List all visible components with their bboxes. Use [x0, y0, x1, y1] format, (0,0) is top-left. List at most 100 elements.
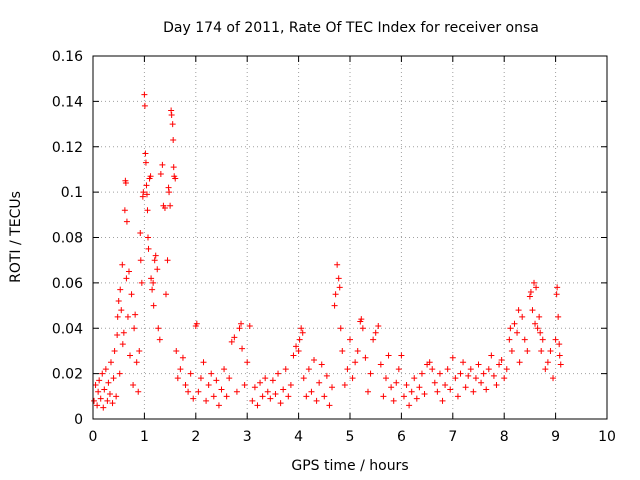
data-point [190, 395, 197, 402]
data-point [349, 375, 356, 382]
data-point [334, 261, 341, 268]
x-tick-label: 6 [397, 429, 406, 445]
data-point [431, 379, 438, 386]
data-point [185, 388, 192, 395]
data-point [244, 359, 251, 366]
x-tick-label: 7 [448, 429, 457, 445]
data-point [452, 375, 459, 382]
data-point [475, 361, 482, 368]
data-point [254, 402, 261, 409]
data-point [485, 366, 492, 373]
data-point [416, 384, 423, 391]
data-point [122, 180, 129, 187]
data-point [144, 207, 151, 214]
data-point [418, 370, 425, 377]
data-point [143, 182, 150, 189]
data-point [193, 320, 200, 327]
data-point [436, 370, 443, 377]
data-point [137, 257, 144, 264]
data-point [187, 370, 194, 377]
data-point [115, 298, 122, 305]
data-point [493, 381, 500, 388]
data-point [125, 268, 132, 275]
data-point [490, 372, 497, 379]
data-point [313, 397, 320, 404]
data-point [165, 184, 172, 191]
data-point [411, 375, 418, 382]
data-point [152, 252, 159, 259]
data-point [400, 393, 407, 400]
data-point [195, 388, 202, 395]
data-point [547, 347, 554, 354]
data-points [91, 91, 564, 411]
data-point [449, 354, 456, 361]
data-point [131, 325, 138, 332]
data-point [208, 370, 215, 377]
data-point [259, 393, 266, 400]
data-point [94, 402, 101, 409]
data-point [99, 370, 106, 377]
data-point [395, 366, 402, 373]
data-point [393, 379, 400, 386]
y-tick-label: 0.04 [52, 321, 83, 337]
x-tick-label: 1 [140, 429, 149, 445]
data-point [303, 393, 310, 400]
data-point [390, 397, 397, 404]
data-point [139, 193, 146, 200]
data-point [454, 393, 461, 400]
data-point [429, 366, 436, 373]
data-point [130, 381, 137, 388]
data-point [352, 359, 359, 366]
data-point [218, 386, 225, 393]
data-point [239, 345, 246, 352]
data-point [331, 302, 338, 309]
data-point [231, 334, 238, 341]
data-point [467, 366, 474, 373]
data-point [257, 379, 264, 386]
data-point [337, 325, 344, 332]
data-point [200, 359, 207, 366]
data-point [533, 284, 540, 291]
data-point [119, 261, 126, 268]
data-point [168, 111, 175, 118]
data-point [140, 189, 147, 196]
data-point [167, 202, 174, 209]
y-tick-label: 0.06 [52, 276, 83, 292]
data-point [136, 347, 143, 354]
x-tick-label: 2 [191, 429, 200, 445]
x-tick-label: 8 [500, 429, 509, 445]
y-axis-label: ROTI / TECUs [8, 191, 24, 283]
data-point [179, 354, 186, 361]
x-tick-label: 4 [294, 429, 303, 445]
y-tick-labels: 0 0.02 0.04 0.06 0.08 0.1 0.12 0.14 0.16 [52, 49, 83, 428]
data-point [114, 332, 121, 339]
grid-lines [93, 56, 607, 419]
data-point [534, 325, 541, 332]
x-tick-label: 0 [89, 429, 98, 445]
x-tick-label: 10 [598, 429, 616, 445]
data-point [332, 291, 339, 298]
data-point [544, 359, 551, 366]
x-tick-labels: 0 1 2 3 4 5 6 7 8 9 10 [89, 429, 616, 445]
data-point [296, 336, 303, 343]
data-point [514, 329, 521, 336]
data-point [118, 307, 125, 314]
data-point [501, 375, 508, 382]
data-point [150, 302, 157, 309]
data-point [434, 388, 441, 395]
data-point [377, 361, 384, 368]
data-point [375, 322, 382, 329]
data-point [170, 136, 177, 143]
y-tick-label: 0.14 [52, 94, 83, 110]
data-point [521, 336, 528, 343]
data-point [156, 336, 163, 343]
data-point [114, 313, 121, 320]
data-point [515, 307, 522, 314]
data-point [197, 375, 204, 382]
data-point [321, 393, 328, 400]
data-point [553, 291, 560, 298]
data-point [426, 359, 433, 366]
data-point [143, 191, 150, 198]
data-point [113, 393, 120, 400]
